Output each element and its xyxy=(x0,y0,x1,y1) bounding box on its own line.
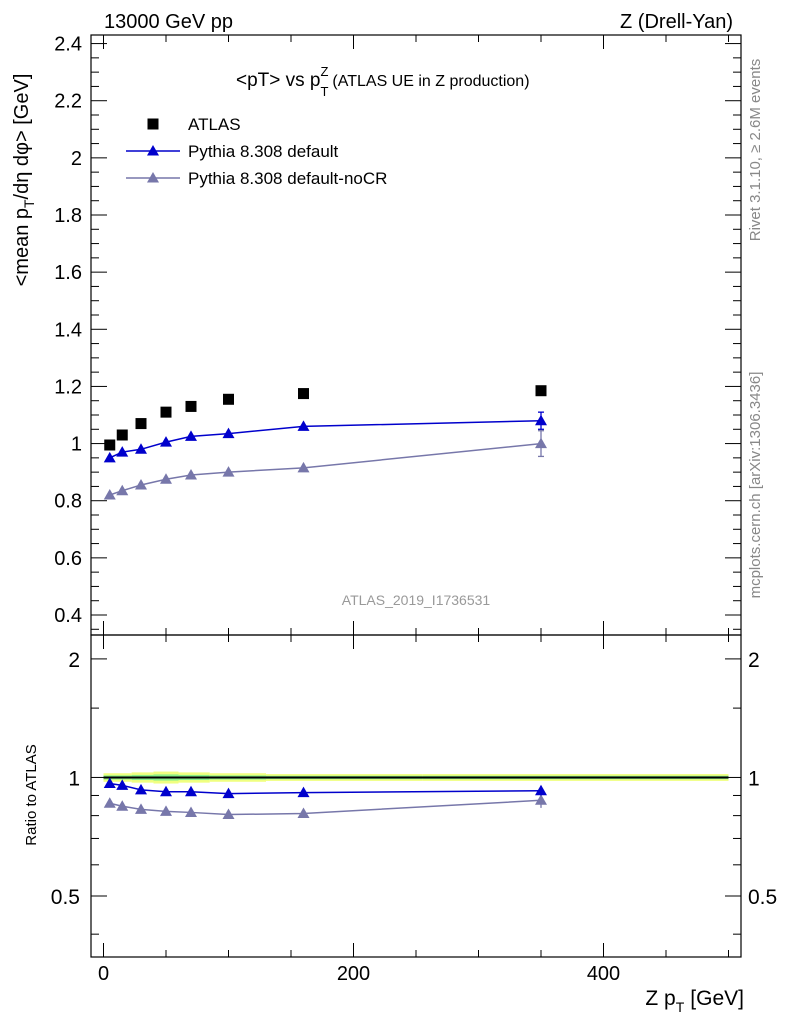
beam-energy-label: 13000 GeV pp xyxy=(104,11,233,33)
nocr-point xyxy=(160,473,172,484)
ratio-uncertainty-band xyxy=(103,771,729,784)
atlas-data-point xyxy=(535,385,547,397)
legend-label: ATLAS xyxy=(188,115,241,134)
nocr-ratio-point xyxy=(185,806,197,817)
axes: 0 200 400 0.4 0.6 0.8 1 1.2 1.4 1.6 1.8 2 2.2 2.4 0.5 0… xyxy=(51,34,777,985)
default-point xyxy=(535,414,547,426)
nocr-series-line xyxy=(109,442,542,496)
title-superscript: Z xyxy=(321,64,329,79)
ratio-tick-label-left: 1 xyxy=(68,767,80,790)
default-ratio-point xyxy=(103,777,116,789)
title-subscript: T xyxy=(320,84,328,99)
rivet-info-label: Rivet 3.1.10, ≥ 2.6M events xyxy=(747,59,764,242)
default-ratio-point xyxy=(222,787,235,799)
ylabel-part-1: <mean p xyxy=(11,208,33,286)
nocr-ratio-point xyxy=(135,803,147,814)
mcplots-label: mcplots.cern.ch [arXiv:1306.3436] xyxy=(747,372,764,599)
default-ratio-point xyxy=(135,783,147,795)
xlabel-main: Z p xyxy=(645,987,675,1010)
y-tick-label: 1.8 xyxy=(54,205,82,227)
default-point xyxy=(116,446,129,457)
x-tick-label: 200 xyxy=(337,963,370,985)
ylabel-part-3: /dη dφ> [GeV] xyxy=(11,74,33,200)
xlabel-subscript: T xyxy=(676,999,685,1015)
y-tick-label: 0.6 xyxy=(54,548,82,570)
plot-title: <pT> vs pZ T (ATLAS UE in Z production) xyxy=(236,64,530,99)
legend-atlas-marker xyxy=(147,118,159,130)
analysis-id-label: ATLAS_2019_I1736531 xyxy=(342,592,491,608)
nocr-point xyxy=(103,489,116,500)
nocr-point xyxy=(222,466,235,477)
legend: ATLAS Pythia 8.308 default Pythia 8.308 de… xyxy=(126,115,387,188)
x-axis-label: Z pT [GeV] xyxy=(645,987,744,1015)
x-tick-label: 400 xyxy=(587,963,620,985)
process-label: Z (Drell-Yan) xyxy=(620,11,733,33)
atlas-data-point xyxy=(160,406,172,418)
nocr-ratio-point xyxy=(297,807,310,818)
default-ratio-point xyxy=(116,779,129,790)
y-tick-label: 2 xyxy=(71,148,82,170)
default-point xyxy=(185,430,197,441)
y-tick-label: 1.2 xyxy=(54,376,82,398)
nocr-ratio-point xyxy=(116,800,129,811)
main-y-axis-label: <mean pT/dη dφ> [GeV] xyxy=(11,74,37,287)
y-tick-label: 2.4 xyxy=(54,34,82,56)
title-suffix: (ATLAS UE in Z production) xyxy=(332,73,529,90)
default-ratio-point xyxy=(297,786,310,798)
default-point xyxy=(135,443,147,454)
legend-nocr-marker xyxy=(147,172,159,183)
nocr-point xyxy=(185,469,197,480)
nocr-point xyxy=(116,484,129,496)
default-point xyxy=(160,436,172,447)
default-ratio-point xyxy=(535,784,547,796)
default-ratio-line xyxy=(109,782,542,795)
atlas-data-point xyxy=(223,393,234,405)
default-point xyxy=(297,420,310,431)
y-tick-label: 0.4 xyxy=(54,605,82,627)
y-tick-label: 1.4 xyxy=(54,319,82,341)
default-ratio-point xyxy=(160,785,172,797)
y-tick-label: 2.2 xyxy=(54,91,82,113)
nocr-point xyxy=(297,461,310,473)
ratio-tick-label-right: 1 xyxy=(748,767,760,790)
data-series xyxy=(103,385,547,820)
atlas-data-point xyxy=(298,388,309,400)
title-main: <pT> vs p xyxy=(236,70,321,91)
legend-label: Pythia 8.308 default-noCR xyxy=(188,169,387,188)
y-tick-label: 0.8 xyxy=(54,491,82,513)
default-point xyxy=(222,427,235,439)
xlabel-unit: [GeV] xyxy=(690,987,744,1010)
nocr-ratio-point xyxy=(535,794,547,805)
atlas-data-point xyxy=(104,439,116,451)
legend-label: Pythia 8.308 default xyxy=(188,142,339,161)
nocr-ratio-point xyxy=(103,797,116,808)
ylabel-part-2: T xyxy=(21,199,37,208)
ratio-tick-label-left: 0.5 xyxy=(51,886,80,909)
atlas-data-point xyxy=(135,418,147,430)
atlas-data-point xyxy=(185,400,197,412)
atlas-data-point xyxy=(116,429,128,441)
ratio-tick-label-right: 2 xyxy=(748,649,760,672)
nocr-ratio-point xyxy=(160,805,172,816)
y-tick-label: 1.6 xyxy=(54,262,82,284)
nocr-ratio-line xyxy=(109,799,542,816)
ratio-tick-label-left: 2 xyxy=(68,649,80,672)
nocr-point xyxy=(535,437,547,449)
x-tick-label: 0 xyxy=(98,963,109,985)
default-series-line xyxy=(109,419,542,459)
legend-default-marker xyxy=(147,145,159,156)
ratio-tick-label-right: 0.5 xyxy=(748,886,777,909)
ratio-y-axis-label: Ratio to ATLAS xyxy=(23,744,40,845)
nocr-ratio-point xyxy=(222,808,235,820)
y-tick-label: 1 xyxy=(71,434,82,456)
default-ratio-point xyxy=(185,785,197,797)
nocr-point xyxy=(135,479,147,490)
default-point xyxy=(103,451,116,463)
